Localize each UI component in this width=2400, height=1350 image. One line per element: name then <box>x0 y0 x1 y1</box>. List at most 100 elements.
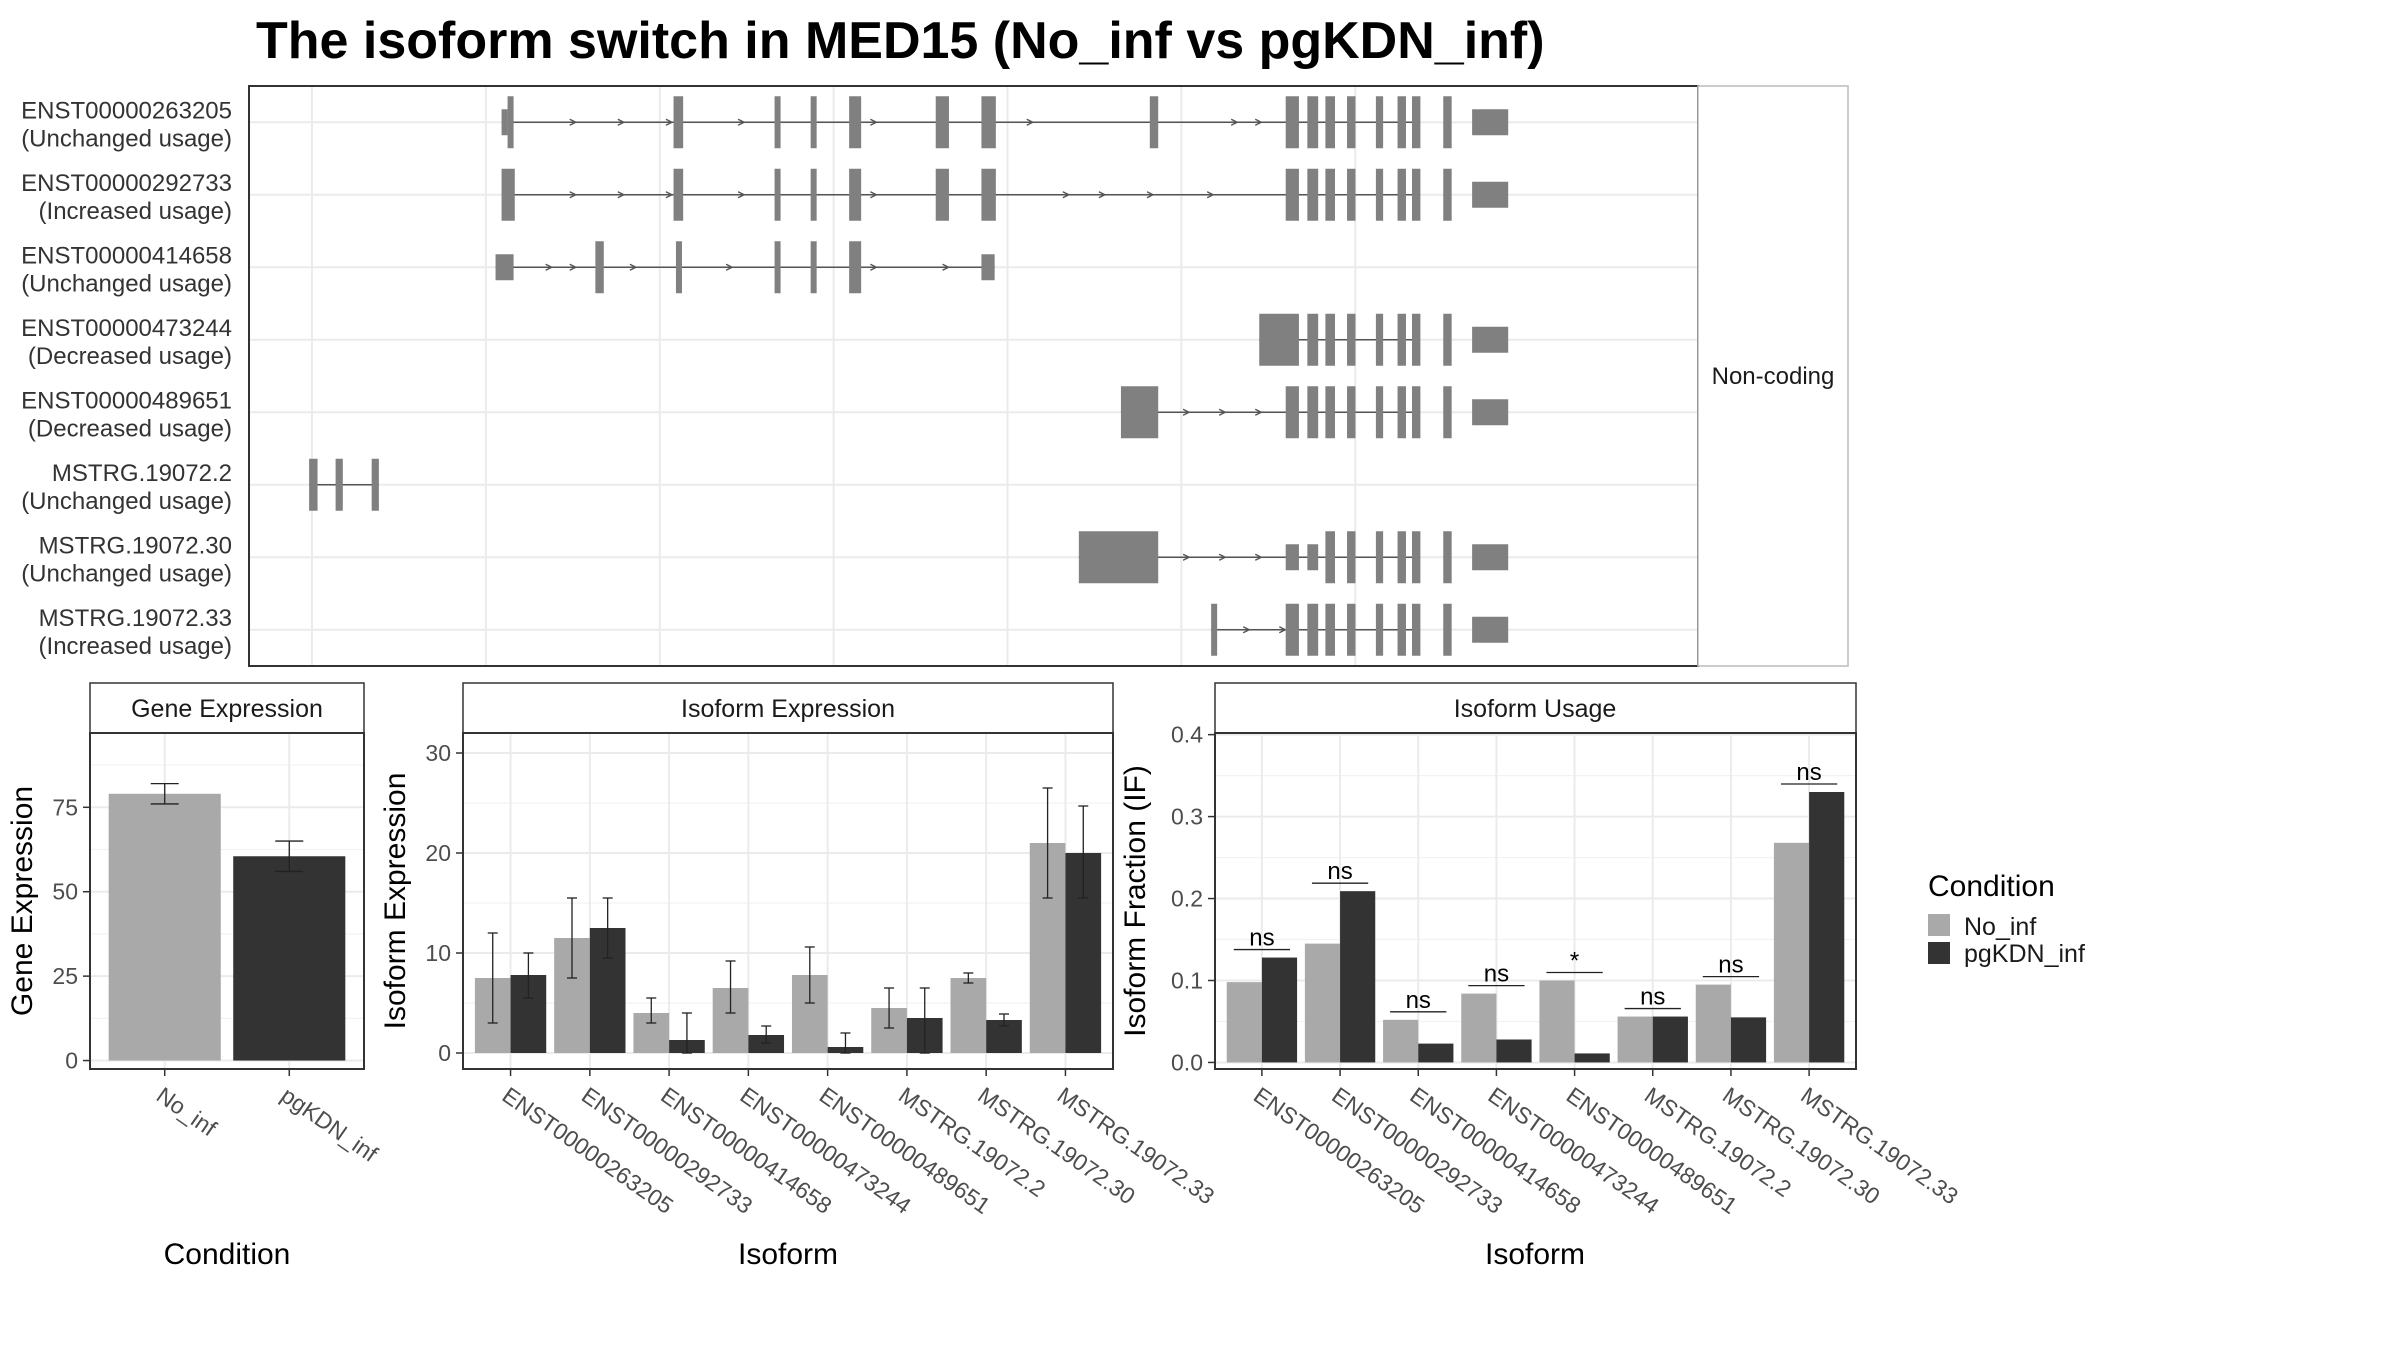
strand-arrow <box>1062 191 1071 199</box>
transcript-tracks <box>309 96 1509 656</box>
strand-arrow <box>1254 118 1263 126</box>
utr-block <box>1285 544 1299 571</box>
strand-arrow <box>1026 118 1035 126</box>
legend-label-pgkdn-inf: pgKDN_inf <box>1964 940 2085 968</box>
isoform-expression-xlabel: Isoform <box>738 1238 838 1271</box>
strand-arrow <box>737 191 746 199</box>
exon-block <box>1375 168 1384 221</box>
isoform-usage-strip <box>1214 682 1857 734</box>
transcript-labels: ENST00000263205(Unchanged usage)ENST0000… <box>21 97 232 660</box>
exon-block <box>1411 313 1421 366</box>
exon-block <box>1411 603 1421 656</box>
exon-block <box>1325 168 1336 221</box>
exon-block <box>1259 313 1299 366</box>
exon-block <box>1411 386 1421 439</box>
exon-block <box>774 168 781 221</box>
significance-label: ns <box>1249 925 1274 952</box>
structure-side-strip <box>1697 85 1849 667</box>
isoform-usage-xlabel: Isoform <box>1485 1238 1585 1271</box>
strand-arrow <box>725 263 734 271</box>
exon-block <box>1347 168 1356 221</box>
strand-arrow <box>1098 191 1107 199</box>
utr-block <box>981 254 995 281</box>
exon-block <box>849 241 862 294</box>
transcript-usage-label: (Increased usage) <box>39 198 232 225</box>
exon-block <box>1120 386 1159 439</box>
transcript-track <box>309 458 379 511</box>
bar-no-inf <box>1226 982 1262 1063</box>
transcript-usage-label: (Decreased usage) <box>28 415 232 442</box>
y-tick-label: 0 <box>438 1040 451 1066</box>
gene-expression-bars <box>108 783 346 1061</box>
exon-block <box>1397 96 1406 149</box>
transcript-usage-label: (Unchanged usage) <box>21 488 232 515</box>
bar-no-inf <box>1617 1016 1653 1063</box>
utr-block <box>1472 181 1509 208</box>
transcript-track <box>501 168 1509 221</box>
exon-block <box>1411 96 1421 149</box>
gene-expression-ylabel: Gene Expression <box>6 786 39 1016</box>
transcript-usage-label: (Unchanged usage) <box>21 125 232 152</box>
gene-expression-plot-border <box>89 732 365 1070</box>
x-tick-label: pgKDN_inf <box>276 1082 383 1167</box>
isoform-expression-bars <box>474 787 1102 1054</box>
structure-panel: Non-coding ENST00000263205(Unchanged usa… <box>21 85 1849 667</box>
strand-arrow <box>1182 553 1191 561</box>
gene-expression-panel: Gene Expression 0 25 50 75 No_inf pgKDN_inf G… <box>6 682 383 1271</box>
utr-block <box>501 109 508 136</box>
exon-block <box>1347 603 1356 656</box>
exon-block <box>774 96 781 149</box>
transcript-usage-label: (Unchanged usage) <box>21 560 232 587</box>
legend-label-no-inf: No_inf <box>1964 913 2036 941</box>
legend: Condition No_inf pgKDN_inf <box>1928 870 2085 968</box>
strand-arrow <box>1206 191 1215 199</box>
transcript-id-label: ENST00000489651 <box>21 387 232 414</box>
exon-block <box>1307 603 1319 656</box>
strand-arrow <box>569 118 578 126</box>
y-tick-label: 0.3 <box>1171 804 1203 830</box>
strand-arrow <box>870 191 878 199</box>
y-tick-label: 30 <box>425 740 451 766</box>
y-tick-label: 0.2 <box>1171 886 1203 912</box>
bar-pgkdn-inf <box>1730 1017 1767 1063</box>
exon-block <box>1375 96 1384 149</box>
bar-pgkdn-inf <box>1809 792 1845 1063</box>
significance-label: ns <box>1327 858 1352 885</box>
legend-title: Condition <box>1928 870 2055 903</box>
exon-block <box>507 96 514 149</box>
strand-arrow <box>1242 626 1251 634</box>
significance-label: ns <box>1640 984 1665 1011</box>
gene-expression-xlabel: Condition <box>164 1238 291 1271</box>
strand-arrow <box>1218 553 1227 561</box>
isoform-expression-plot-border <box>462 732 1114 1070</box>
exon-block <box>849 96 862 149</box>
exon-block <box>1375 603 1384 656</box>
x-tick-label: No_inf <box>152 1082 222 1142</box>
bar-no-inf <box>950 978 987 1053</box>
utr-block <box>1472 109 1509 136</box>
bar-pgkdn-inf <box>748 1035 785 1053</box>
transcript-track <box>1120 386 1509 439</box>
exon-block <box>1347 531 1356 584</box>
exon-block <box>935 168 949 221</box>
strand-arrow <box>870 118 878 126</box>
utr-block <box>1307 544 1319 571</box>
exon-block <box>1443 603 1452 656</box>
isoform-usage-significance: ns ns ns ns * ns ns ns <box>1233 759 1838 1014</box>
exon-block <box>1397 313 1406 366</box>
legend-swatch-pgkdn-inf <box>1928 942 1950 964</box>
bar-pgkdn-inf <box>1261 957 1298 1063</box>
isoform-usage-bars <box>1226 792 1845 1063</box>
strand-arrow <box>617 191 626 199</box>
bar-no-inf <box>1695 984 1731 1063</box>
exon-block <box>774 241 781 294</box>
isoform-usage-panel: Isoform Usage 0.00.10.20.30.4ENST0000026… <box>1119 682 1963 1271</box>
exon-block <box>1443 168 1452 221</box>
y-tick-label: 0.4 <box>1171 722 1203 748</box>
exon-block <box>371 458 379 511</box>
exon-block <box>1347 313 1356 366</box>
strand-arrow <box>665 191 674 199</box>
transcript-track <box>1078 531 1509 584</box>
exon-block <box>1285 168 1299 221</box>
exon-block <box>1397 386 1406 439</box>
